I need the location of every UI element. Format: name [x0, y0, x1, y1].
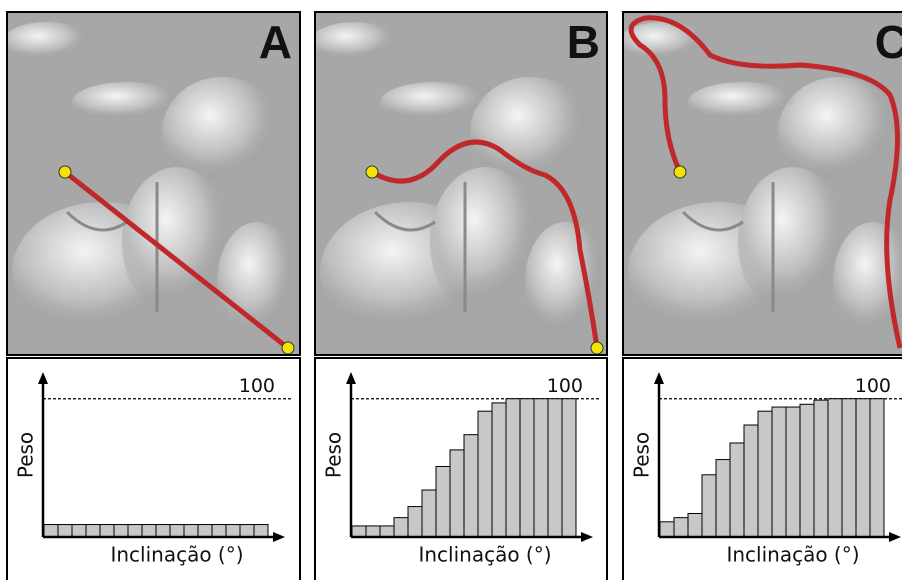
bar: [240, 525, 254, 537]
bar: [534, 399, 548, 537]
bar: [702, 475, 716, 537]
panel-label: B: [567, 16, 600, 68]
bar: [58, 525, 72, 537]
panel-label: A: [259, 16, 292, 68]
map-c: [618, 12, 902, 355]
y-tick-label: 100: [239, 375, 275, 397]
bar: [492, 403, 506, 537]
bar: [128, 525, 142, 537]
bar: [856, 399, 870, 537]
x-arrow: [581, 532, 593, 542]
figure: A 100 Peso Inclinação (°) B 100 Peso Inclinação…: [0, 0, 902, 580]
bar: [772, 407, 786, 537]
bar: [842, 399, 856, 537]
bar: [464, 435, 478, 537]
map-b: [310, 12, 608, 355]
bar: [506, 399, 520, 537]
y-arrow: [38, 372, 48, 384]
bar: [72, 525, 86, 537]
bar: [86, 525, 100, 537]
bar: [828, 399, 842, 537]
bar: [870, 399, 884, 537]
y-axis-label: Peso: [14, 432, 38, 478]
y-axis-label: Peso: [322, 432, 346, 478]
bar: [198, 525, 212, 537]
x-axis-label: Inclinação (°): [418, 543, 551, 567]
bar: [800, 404, 814, 537]
bar: [100, 525, 114, 537]
bar: [674, 518, 688, 537]
bar: [254, 525, 268, 537]
bar: [548, 399, 562, 537]
bar: [660, 522, 674, 537]
x-arrow: [273, 532, 285, 542]
bar: [450, 450, 464, 537]
bar: [114, 525, 128, 537]
bar: [436, 466, 450, 537]
y-tick-label: 100: [547, 375, 583, 397]
x-arrow: [889, 532, 901, 542]
y-arrow: [346, 372, 356, 384]
bar: [520, 399, 534, 537]
bar: [184, 525, 198, 537]
bar: [352, 526, 366, 537]
bar: [744, 425, 758, 537]
bar: [786, 407, 800, 537]
bar: [422, 490, 436, 537]
bar: [730, 443, 744, 537]
bar: [226, 525, 240, 537]
bar: [716, 460, 730, 537]
bar: [394, 518, 408, 537]
bar: [380, 526, 394, 537]
bar: [212, 525, 226, 537]
bar: [562, 399, 576, 537]
y-axis-label: Peso: [630, 432, 654, 478]
bar: [170, 525, 184, 537]
x-axis-label: Inclinação (°): [110, 543, 243, 567]
bar: [142, 525, 156, 537]
y-arrow: [654, 372, 664, 384]
bar: [366, 526, 380, 537]
bar: [814, 400, 828, 537]
map-a: [2, 12, 300, 355]
bar: [478, 411, 492, 537]
bar: [44, 525, 58, 537]
bar: [408, 507, 422, 537]
panel-label: C: [875, 16, 902, 68]
y-tick-label: 100: [855, 375, 891, 397]
bar: [758, 411, 772, 537]
x-axis-label: Inclinação (°): [726, 543, 859, 567]
bar: [688, 513, 702, 537]
bar: [156, 525, 170, 537]
